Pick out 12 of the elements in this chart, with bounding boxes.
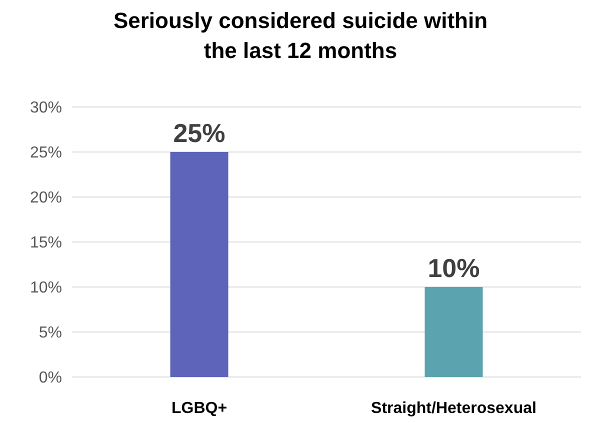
y-tick-label: 5% [38,324,62,342]
y-tick-label: 25% [30,144,62,162]
y-tick-label: 15% [30,234,62,252]
chart-title: Seriously considered suicide within the last 12 months [113,8,488,63]
y-tick-label: 10% [30,280,62,297]
x-tick-label: LGBQ+ [171,400,228,417]
y-tick-label: 30% [30,100,62,117]
data-label: 10% [428,253,480,283]
data-label: 25% [173,118,226,148]
y-tick-label: 20% [30,190,62,207]
x-tick-label: Straight/Heterosexual [371,400,536,417]
y-tick-label: 0% [38,370,62,387]
